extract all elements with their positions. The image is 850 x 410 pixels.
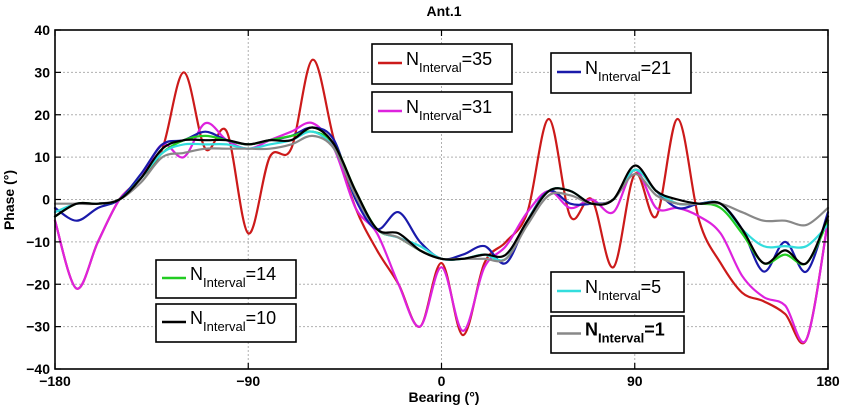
legend-boxes: NInterval=35NInterval=31NInterval=21NInt… <box>155 43 692 354</box>
legend-label-sub: Interval <box>419 60 462 75</box>
legend-label-rest: =35 <box>462 49 493 69</box>
legend-label-rest: =10 <box>246 308 277 328</box>
legend-label: NInterval=10 <box>190 308 276 334</box>
legend-label-sub: Interval <box>598 288 641 303</box>
legend-label-main: N <box>406 49 419 69</box>
series-layer <box>53 58 830 345</box>
chart-title: Ant.1 <box>427 3 462 19</box>
y-tick-label: −20 <box>26 276 50 292</box>
legend-entry: NInterval=1 <box>550 315 685 354</box>
x-tick-label: −180 <box>39 373 71 389</box>
legend-label-main: N <box>585 58 598 78</box>
legend-label: NInterval=14 <box>190 264 276 290</box>
legend-label-main: N <box>190 308 203 328</box>
legend-label-rest: =31 <box>462 97 493 117</box>
y-axis-label: Phase (°) <box>1 170 17 230</box>
legend-label-main: N <box>585 277 598 297</box>
y-tick-label: 20 <box>34 107 50 123</box>
legend-label-sub: Interval <box>203 275 246 290</box>
x-axis-label: Bearing (°) <box>409 389 480 405</box>
legend-label: NInterval=35 <box>406 49 492 75</box>
legend-label-main: N <box>190 264 203 284</box>
legend-entry: NInterval=10 <box>155 303 297 343</box>
legend-label: NInterval=21 <box>585 58 671 84</box>
legend-entry: NInterval=21 <box>550 52 692 94</box>
y-tick-label: 30 <box>34 64 50 80</box>
legend-label-main: N <box>585 320 598 340</box>
legend-entry: NInterval=31 <box>371 91 513 133</box>
legend-label-main: N <box>406 97 419 117</box>
x-tick-label: 180 <box>816 373 840 389</box>
y-tick-label: 0 <box>42 192 50 208</box>
legend-label-sub: Interval <box>419 108 462 123</box>
legend-label-rest: =5 <box>641 277 662 297</box>
y-tick-label: −40 <box>26 361 50 377</box>
legend-label-sub: Interval <box>203 319 246 334</box>
legend-label-sub: Interval <box>598 331 644 346</box>
legend-box <box>550 315 685 354</box>
legend-label: NInterval=31 <box>406 97 492 123</box>
legend-label: NInterval=1 <box>585 320 665 346</box>
x-tick-label: 90 <box>627 373 643 389</box>
legend-entry: NInterval=5 <box>550 271 685 313</box>
x-tick-label: −90 <box>236 373 260 389</box>
legend-entry: NInterval=35 <box>371 43 513 85</box>
x-tick-label: 0 <box>438 373 446 389</box>
legend-label-rest: =14 <box>246 264 277 284</box>
legend-label: NInterval=5 <box>585 277 661 303</box>
legend-entry: NInterval=14 <box>155 259 297 299</box>
legend-box <box>155 303 297 343</box>
y-tick-label: −10 <box>26 234 50 250</box>
legend-label-rest: =1 <box>644 320 665 340</box>
y-tick-label: 40 <box>34 22 50 38</box>
legend-label-rest: =21 <box>641 58 672 78</box>
series-line-n31 <box>53 121 830 344</box>
axis-ticks: −180 −90 0 90 180 −40 −30 −20 −10 0 10 20 30 40 <box>26 22 840 389</box>
legend-label-sub: Interval <box>598 69 641 84</box>
y-tick-label: −30 <box>26 319 50 335</box>
y-tick-label: 10 <box>34 149 50 165</box>
series-line-n10 <box>53 126 830 266</box>
